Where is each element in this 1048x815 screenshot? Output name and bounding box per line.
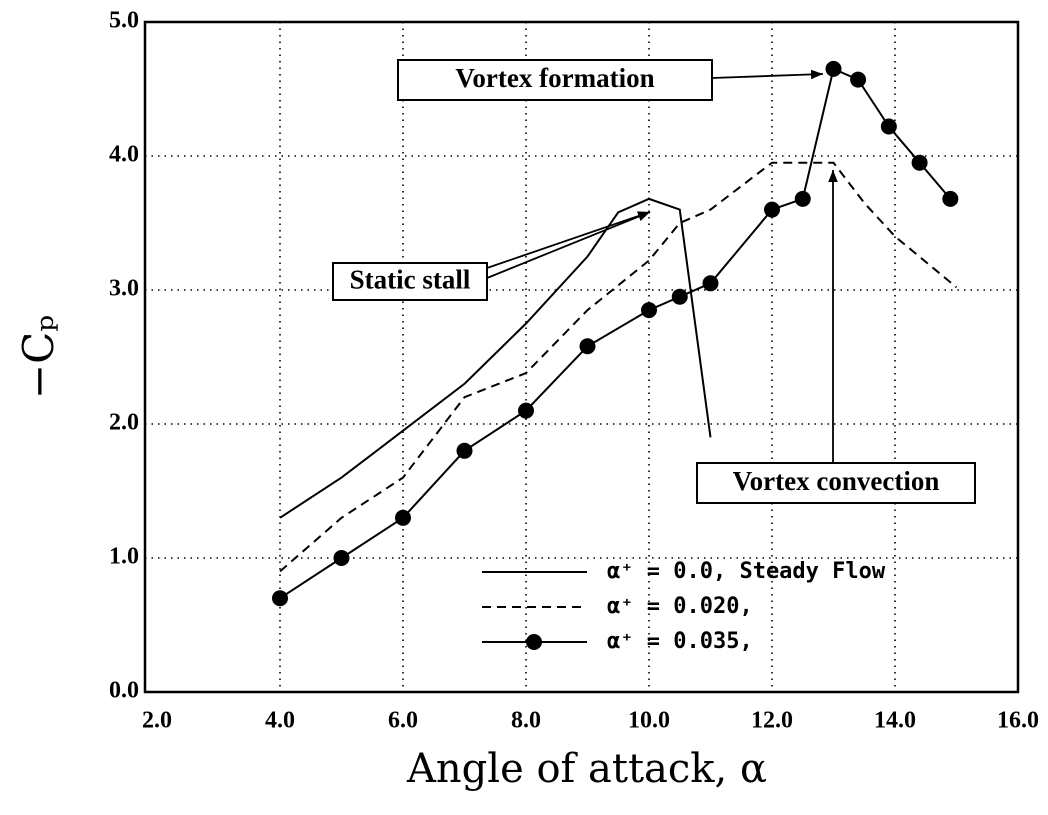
data-point: [671, 288, 688, 305]
annotation-arrow: [711, 69, 824, 80]
data-point: [518, 402, 534, 419]
data-point: [456, 442, 473, 459]
data-line: [279, 67, 952, 600]
x-tick-label: 2.0: [142, 708, 172, 734]
annotation-text: Vortex convection: [733, 466, 940, 496]
annotation-box: [696, 462, 976, 504]
data-line: [279, 197, 712, 519]
data-point: [825, 60, 842, 77]
x-tick-label: 10.0: [628, 708, 670, 734]
annotation-box: [397, 59, 713, 101]
annotation-text: Static stall: [350, 265, 471, 295]
y-tick-label: 3.0: [109, 276, 139, 302]
x-tick-label: 6.0: [388, 708, 418, 734]
legend-label: α⁺ = 0.020,: [607, 594, 753, 619]
y-tick-label: 0.0: [109, 678, 139, 704]
data-point: [395, 509, 411, 526]
annotation-text: Vortex formation: [455, 63, 654, 93]
annotation-arrow: [486, 211, 651, 269]
data-line: [279, 161, 958, 573]
x-tick-label: 4.0: [265, 708, 295, 734]
data-point: [942, 190, 959, 207]
data-point: [702, 275, 719, 292]
x-tick-label: 14.0: [874, 708, 916, 734]
plot-frame: [143, 20, 1020, 694]
data-point: [333, 550, 350, 566]
x-tick-label: 12.0: [751, 708, 793, 734]
legend-label: α⁺ = 0.035,: [607, 629, 753, 654]
y-tick-label: 2.0: [109, 410, 139, 436]
data-point: [579, 338, 596, 355]
x-tick-label: 8.0: [511, 708, 541, 734]
legend-marker: [526, 634, 542, 650]
y-tick-label: 4.0: [109, 142, 139, 168]
y-axis-label: −Cₚ: [14, 315, 63, 399]
data-point: [880, 118, 897, 135]
data-point: [764, 201, 780, 218]
data-point: [641, 302, 657, 319]
x-tick-label: 16.0: [997, 708, 1039, 734]
legend-label: α⁺ = 0.0, Steady Flow: [607, 559, 886, 584]
data-point: [794, 190, 811, 207]
x-axis-label: Angle of attack, α: [406, 746, 767, 792]
annotation-box: [332, 262, 488, 301]
data-point: [850, 71, 867, 88]
data-point: [911, 154, 928, 171]
annotation-arrow: [486, 211, 651, 279]
y-tick-label: 1.0: [109, 544, 139, 570]
data-point: [272, 590, 288, 607]
y-tick-label: 5.0: [109, 8, 139, 34]
